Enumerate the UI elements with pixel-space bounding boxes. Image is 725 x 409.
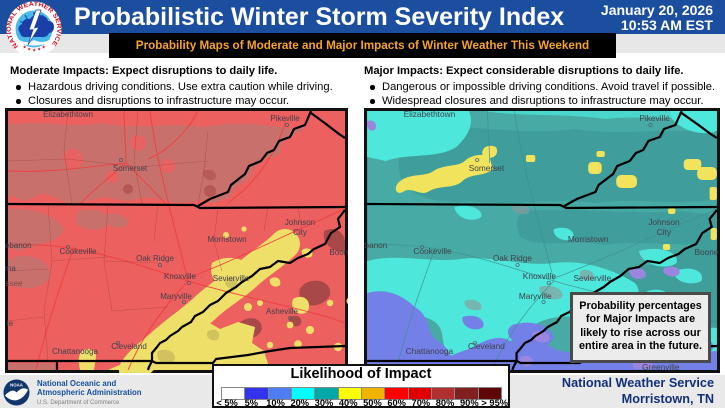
svg-text:Johnson: Johnson (285, 218, 315, 227)
svg-text:Pikeville: Pikeville (270, 114, 300, 123)
svg-text:Greenville: Greenville (642, 363, 680, 372)
svg-text:Lebanon: Lebanon (364, 241, 387, 250)
svg-text:Oak Ridge: Oak Ridge (136, 254, 174, 263)
svg-text:Oak Ridge: Oak Ridge (493, 254, 533, 263)
svg-text:Pikeville: Pikeville (639, 114, 670, 123)
svg-text:Cleveland: Cleveland (111, 342, 147, 351)
svg-text:Knoxville: Knoxville (523, 272, 557, 281)
svg-text:Boone: Boone (329, 248, 348, 257)
svg-text:Elizabethtown: Elizabethtown (43, 110, 93, 119)
svg-text:Johnson: Johnson (648, 218, 679, 227)
svg-text:City: City (657, 228, 672, 237)
svg-text:Cookeville: Cookeville (60, 247, 97, 256)
svg-text:Maryville: Maryville (160, 292, 192, 301)
svg-text:NOAA: NOAA (10, 383, 24, 388)
svg-text:le: le (7, 319, 14, 328)
svg-text:Elizabethtown: Elizabethtown (404, 110, 456, 119)
svg-text:Somerset: Somerset (113, 164, 148, 173)
svg-text:Asheville: Asheville (266, 307, 299, 316)
svg-text:Knoxville: Knoxville (164, 272, 197, 281)
svg-text:rna: rna (5, 264, 16, 273)
svg-text:Sevierville: Sevierville (213, 274, 250, 283)
svg-text:Sevierville: Sevierville (573, 274, 611, 283)
svg-text:Morristown: Morristown (568, 235, 609, 244)
svg-text:Cleveland: Cleveland (468, 342, 505, 351)
svg-text:Chattanooga: Chattanooga (406, 347, 454, 356)
svg-text:Somerset: Somerset (469, 164, 505, 173)
svg-text:Cookeville: Cookeville (413, 247, 452, 256)
svg-text:★: ★ (32, 47, 36, 52)
svg-text:★: ★ (42, 45, 46, 50)
svg-text:Lebanon: Lebanon (5, 241, 32, 250)
svg-text:Morristown: Morristown (207, 235, 246, 244)
svg-text:Chattanooga: Chattanooga (52, 347, 98, 356)
svg-text:Boone: Boone (695, 248, 719, 257)
svg-text:ssee: ssee (6, 279, 23, 288)
svg-text:★: ★ (37, 47, 41, 52)
svg-text:City: City (293, 228, 307, 237)
svg-text:★: ★ (23, 45, 27, 50)
svg-text:Maryville: Maryville (519, 292, 552, 301)
svg-text:★: ★ (27, 47, 31, 52)
